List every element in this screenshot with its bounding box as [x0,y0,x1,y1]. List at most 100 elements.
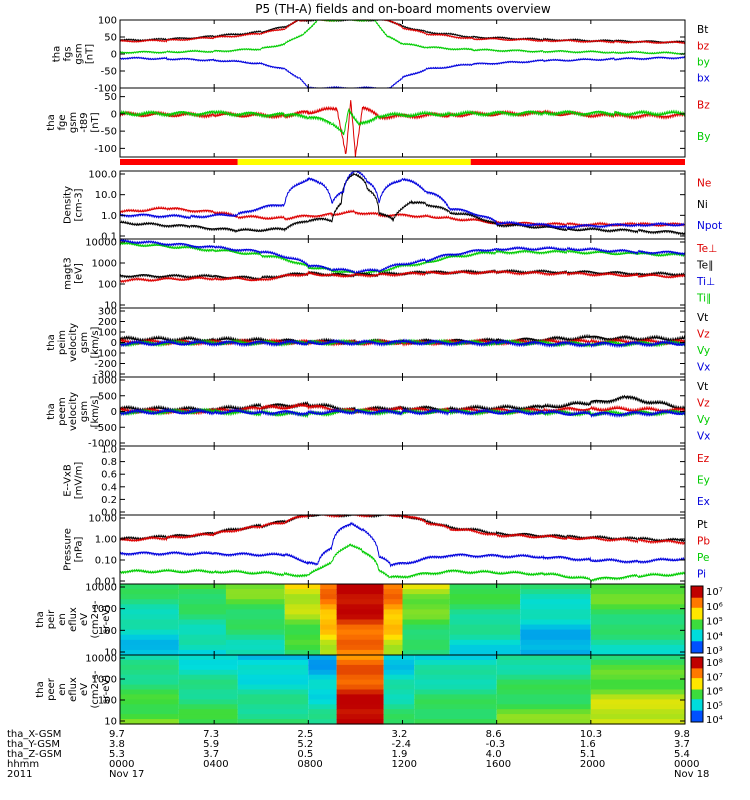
y-axis-label-line: fgs [63,46,74,61]
spectrogram-cell [120,604,179,610]
spectrogram-cell [383,655,415,661]
footer-cell: 2000 [580,759,605,770]
legend-peem-entry: Vt [697,381,708,393]
colorbar-cell [691,674,703,677]
spectrogram-cell [402,634,450,641]
spectrogram-cell [336,714,384,720]
footer-cell: 3.8 [109,739,125,750]
spectrogram-cell [178,604,226,610]
spectrogram-cell [284,584,321,590]
spectrogram-cell [383,719,415,725]
spectrogram-cell [120,624,179,631]
spectrogram-cell [178,684,238,691]
spectrogram-cell [383,639,403,646]
colorbar-cell [691,607,703,610]
y-tick-label: 0 [111,50,117,61]
spectrogram-cell [590,599,685,605]
y-tick-label: 10000 [85,654,117,665]
colorbar-tick-label: 10⁵ [706,701,723,712]
colorbar-cell [691,670,703,673]
spectrogram-cell [402,629,450,636]
spectrogram-cell [120,694,179,700]
colorbar-cell [691,627,703,631]
series-pe-line [119,543,686,583]
panel-pressure: 10.00 1.00 0.10 0.01 Pressure [nPa] Pt Pb Pe Pi [63,514,711,588]
spectrogram-cell [225,639,285,646]
spectrogram-cell [320,624,337,631]
colorbar-cell [691,673,703,676]
y-tick-label: 100 [98,16,117,27]
spectrogram-cell [383,599,403,605]
footer-cell: 10.3 [580,729,602,740]
y-axis-label-line: velocity [68,392,79,431]
y-axis-label-line: eflux [68,607,79,632]
spectrogram-cell [414,659,497,666]
spectrogram-cell [284,594,321,600]
y-axis-label-line: gsm [74,43,85,64]
panel-frame [119,87,686,158]
colorbar-cell [691,665,703,668]
footer-cell: 9.7 [109,729,125,740]
y-tick-label: 100 [98,696,117,707]
legend-efield-entry: Ez [697,453,710,465]
spectrogram-cell [178,669,238,676]
spectrogram-cell [178,584,226,590]
y-tick-label: 0.2 [101,495,117,506]
y-tick-label: 10 [104,648,117,659]
y-axis-label-line: velocity [68,323,79,362]
y-axis-label: tha peim velocity gsm [km/s] [46,323,101,362]
colorbar-cell [691,614,703,617]
spectrogram-cell [383,589,403,595]
panel-frame [119,514,686,585]
y-tick-label: 1.0 [101,445,117,456]
spectrogram-cell [336,609,384,616]
colorbar-cell [691,599,703,602]
panel-peem: 1000 500 0 -500 -1000 tha peem velocity gsm [km/s… [46,376,710,450]
spectrogram-cell [320,619,337,626]
colorbar-cell [691,679,703,682]
spectrogram-cell [320,644,337,651]
colorbar-cell [691,712,703,715]
footer-row-label: tha_Y-GSM [7,739,60,750]
y-tick-label: -500 [94,423,117,434]
spectrogram-cell [402,624,450,631]
spectrogram-cell [120,649,179,656]
y-tick-label: 10.00 [88,514,117,525]
spectrogram-cell [336,619,384,626]
y-axis-label-line: [eV] [74,263,85,284]
y-tick-label: 0.8 [101,457,117,468]
footer-cell: 1.6 [580,739,596,750]
spectrogram-cell [178,714,238,720]
y-axis-label-line: [km/s] [90,395,101,427]
spectrogram-cell [284,589,321,595]
spectrogram-cell [308,679,337,686]
spectrogram-cell [320,589,337,595]
spectrogram-cell [590,649,685,656]
spectrogram-cell [178,594,226,600]
y-axis-label: tha peer en eflux eV (cm2-s-sr-eV) [35,670,112,708]
spectrogram-cell [496,684,591,691]
y-axis-label: E--VxB [mV/m] [63,462,85,500]
colorbar-cell [691,700,703,703]
spectrogram-cell [308,689,337,695]
footer-cell: -2.4 [392,739,412,750]
spectrogram-cell [520,604,591,610]
spectrogram-cell [520,619,591,626]
plot-title: P5 (TH-A) fields and on-board moments ov… [255,2,551,16]
spectrogram-cell [120,704,179,710]
legend-pressure-entry: Pe [697,552,709,564]
spectrogram-cell [590,609,685,616]
colorbar-cell [691,668,703,671]
spectrogram-cell [178,614,226,621]
spectrogram-cell [414,709,497,715]
spectrogram-cell [284,609,321,616]
y-tick-label: 0.0 [101,508,117,519]
spectrogram-cell [336,699,384,705]
spectrogram-cell [225,589,285,595]
spectrogram-cell [383,709,415,715]
spectrogram-cell [308,664,337,671]
spectrogram-cell [308,659,337,666]
spectrogram-cell [590,589,685,595]
spectrogram-cell [308,684,337,691]
